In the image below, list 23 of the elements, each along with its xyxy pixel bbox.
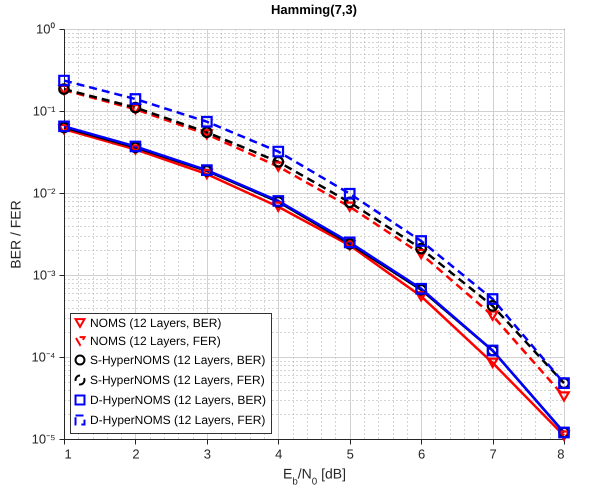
y-tick-label: 10⁻⁵: [32, 432, 56, 446]
legend-label: NOMS (12 Layers, FER): [90, 334, 221, 348]
legend-label: NOMS (12 Layers, BER): [90, 316, 222, 330]
x-tick-label: 7: [489, 446, 497, 462]
legend-label: S-HyperNOMS (12 Layers, FER): [90, 373, 265, 387]
legend-label: S-HyperNOMS (12 Layers, BER): [90, 353, 266, 367]
y-tick-label: 10⁻³: [32, 268, 56, 282]
y-tick-label: 10⁻⁴: [31, 350, 56, 364]
x-tick-label: 5: [346, 446, 354, 462]
y-tick-label: 10⁻²: [32, 186, 56, 200]
legend-label: D-HyperNOMS (12 Layers, FER): [90, 413, 266, 427]
x-tick-label: 4: [275, 446, 282, 462]
y-tick-label: 10⁻¹: [32, 104, 56, 118]
y-tick-label: 10⁰: [36, 22, 56, 36]
y-axis-title: BER / FER: [7, 200, 24, 269]
x-tick-label: 8: [557, 446, 564, 462]
x-tick-label: 3: [204, 446, 211, 462]
x-axis-title: E$_{b}$/N$_{0}$ [dB]: [282, 466, 346, 487]
x-tick-label: 2: [132, 446, 140, 462]
x-tick-label: 1: [64, 446, 72, 462]
x-tick-label: 6: [418, 446, 426, 462]
legend-label: D-HyperNOMS (12 Layers, BER): [90, 393, 266, 407]
chart-title: Hamming(7,3): [271, 2, 357, 17]
